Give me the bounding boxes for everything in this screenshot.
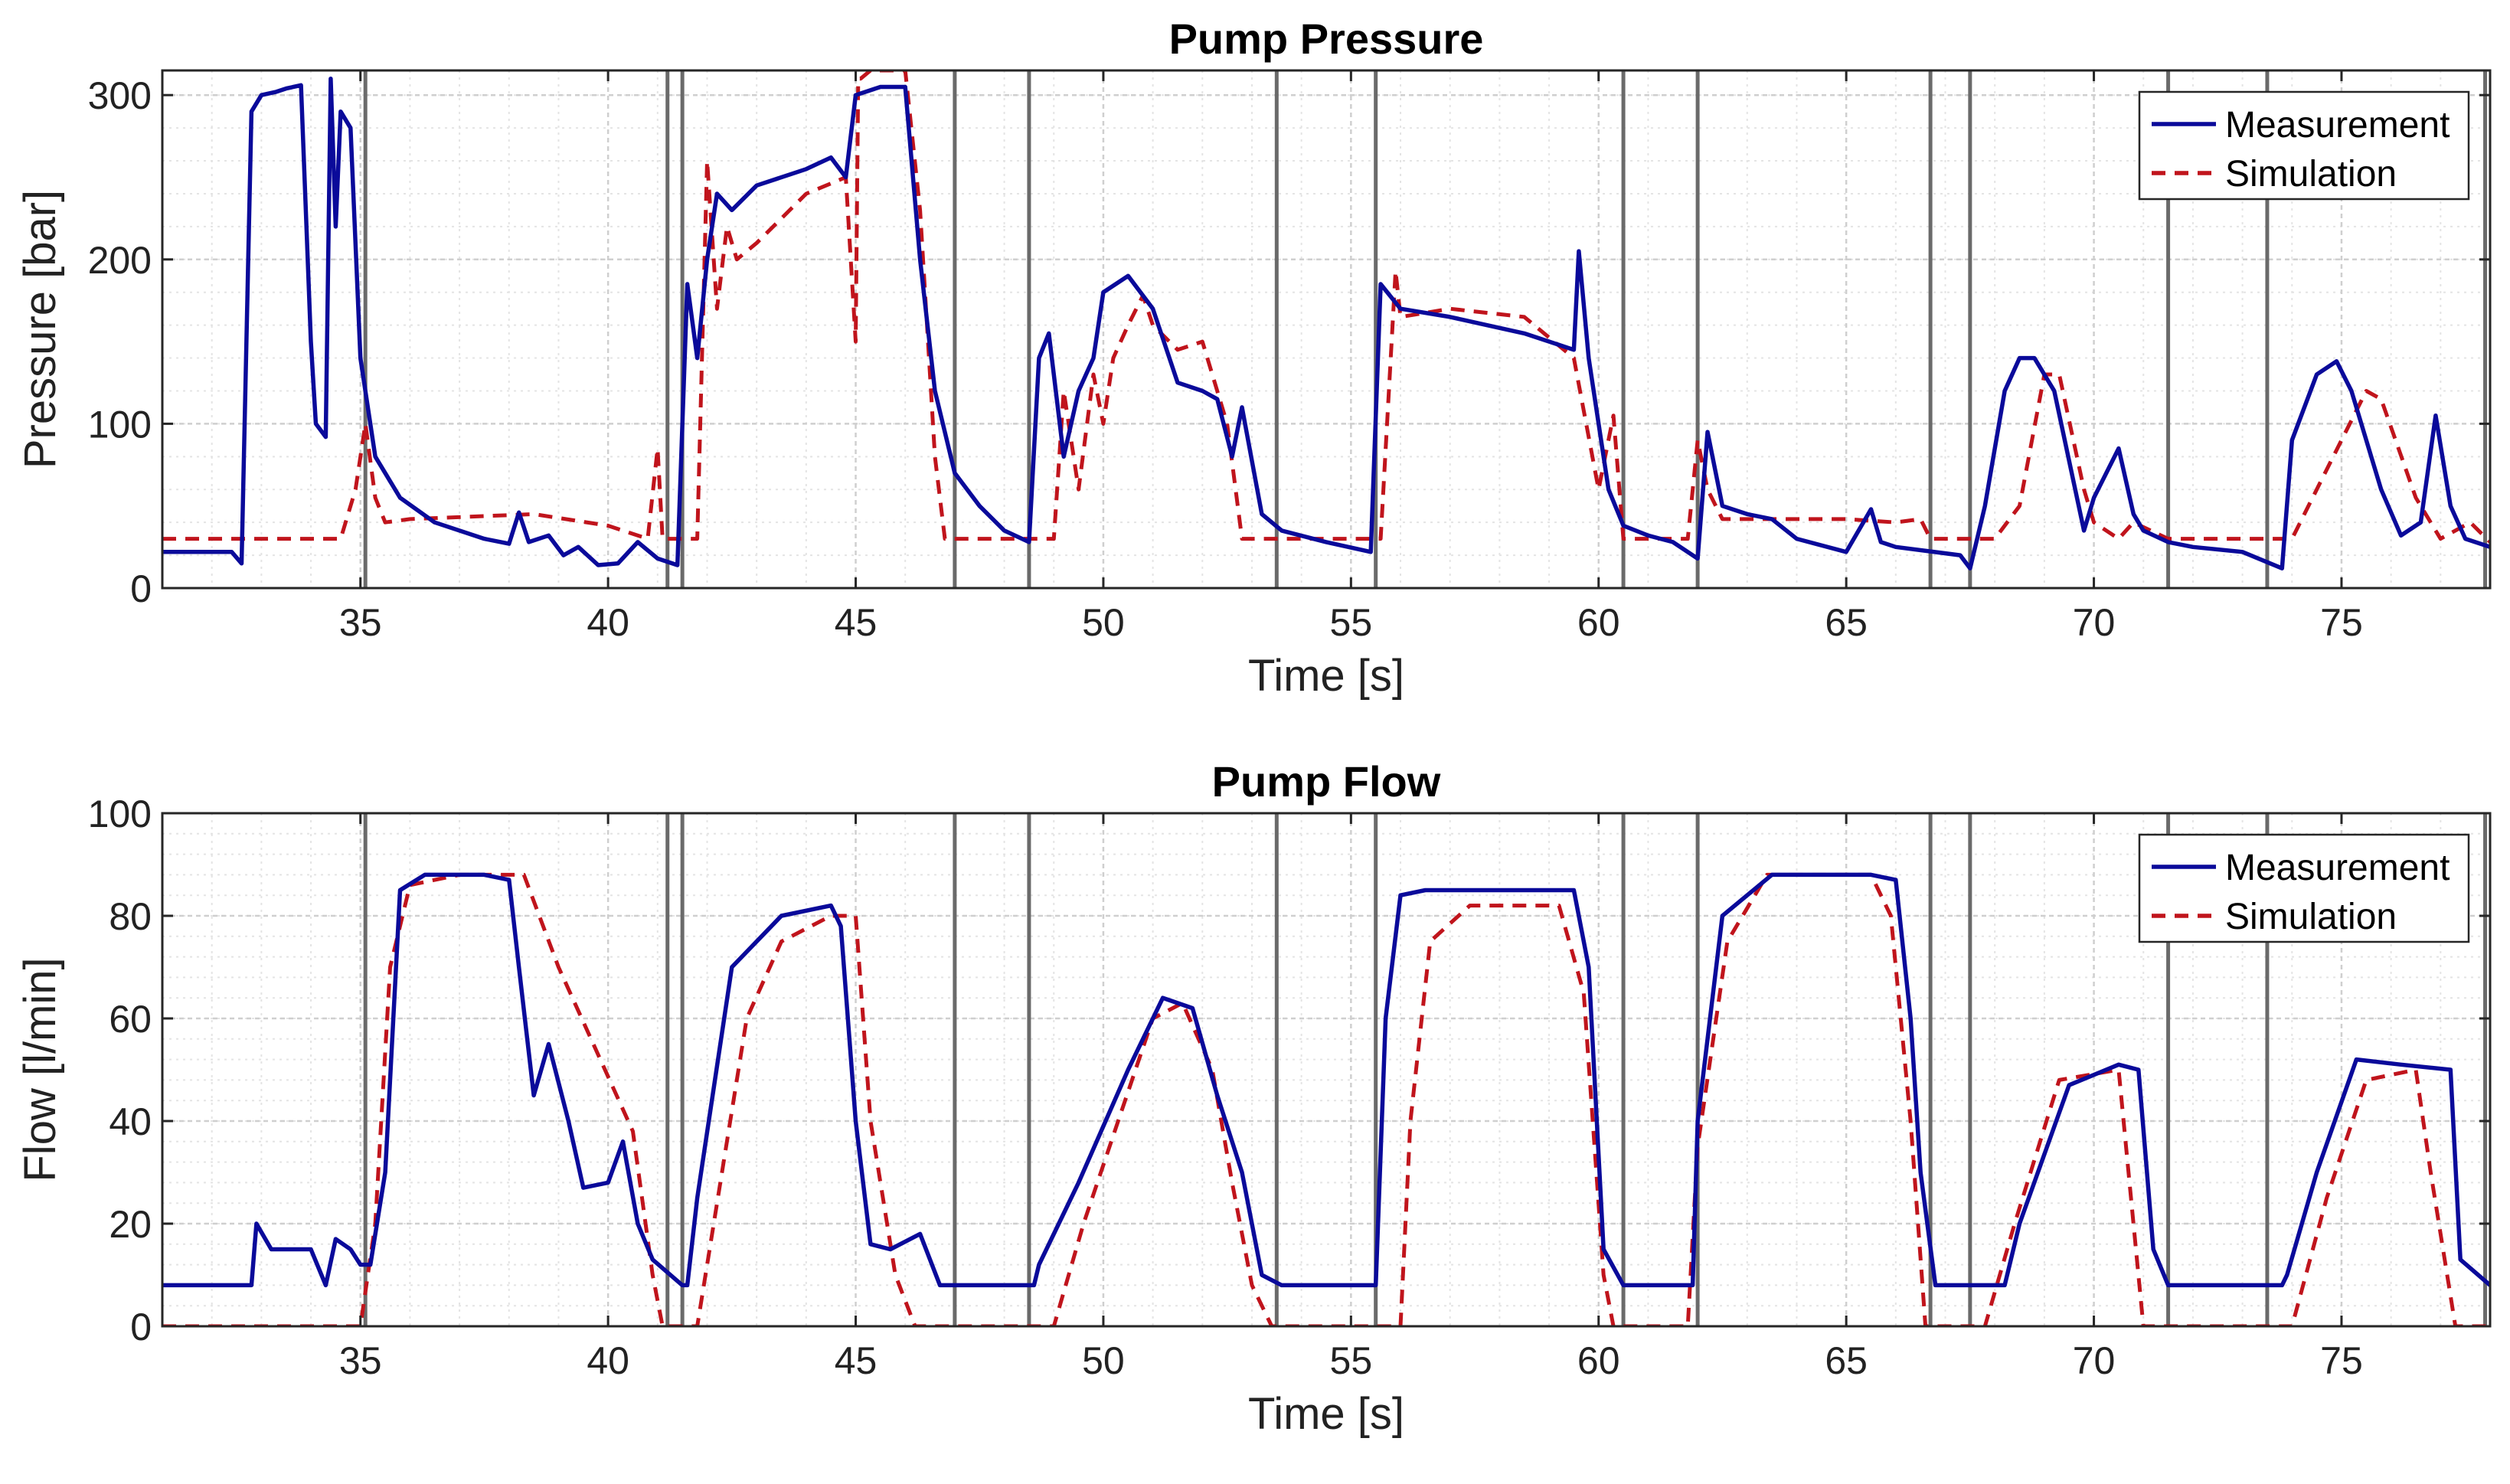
legend-label-measurement: Measurement xyxy=(2225,848,2450,888)
x-tick-label: 50 xyxy=(1082,601,1125,644)
legend-label-measurement: Measurement xyxy=(2225,105,2450,145)
y-tick-label: 60 xyxy=(109,998,152,1041)
y-tick-label: 40 xyxy=(109,1100,152,1143)
x-tick-label: 60 xyxy=(1577,601,1620,644)
pressure-legend: Measurement Simulation xyxy=(2138,90,2470,201)
x-tick-label: 35 xyxy=(339,1339,382,1382)
pressure-axes-frame xyxy=(161,69,2492,590)
flow-event-lines xyxy=(363,813,2488,1326)
x-tick-label: 40 xyxy=(587,1339,629,1382)
pressure-chart-title: Pump Pressure xyxy=(1169,15,1484,63)
y-tick-label: 200 xyxy=(88,239,152,282)
legend-box xyxy=(2138,833,2470,943)
legend-box xyxy=(2138,90,2470,201)
y-tick-label: 0 xyxy=(130,567,152,610)
x-tick-label: 35 xyxy=(339,601,382,644)
legend-label-simulation: Simulation xyxy=(2225,154,2397,194)
pressure-chart: 35 40 45 50 55 60 65 70 75 0 100 200 300 Pump Pressur… xyxy=(15,15,2492,701)
x-tick-label: 75 xyxy=(2320,601,2363,644)
flow-chart: 35 40 45 50 55 60 65 70 75 0 20 40 60 80 100 Pump Flow T… xyxy=(15,757,2492,1439)
pressure-plot-area xyxy=(162,70,2490,588)
pressure-y-axis-label: Pressure [bar] xyxy=(15,190,65,469)
y-tick-label: 100 xyxy=(88,403,152,446)
x-tick-label: 75 xyxy=(2320,1339,2363,1382)
pressure-series-measurement xyxy=(162,76,2490,570)
y-tick-label: 20 xyxy=(109,1203,152,1246)
x-tick-label: 40 xyxy=(587,601,629,644)
flow-series-measurement xyxy=(162,872,2490,1288)
x-tick-label: 70 xyxy=(2073,1339,2116,1382)
x-tick-label: 65 xyxy=(1825,601,1868,644)
x-tick-label: 55 xyxy=(1330,601,1373,644)
x-tick-label: 70 xyxy=(2073,601,2116,644)
x-tick-label: 65 xyxy=(1825,1339,1868,1382)
x-tick-label: 45 xyxy=(835,601,878,644)
x-tick-label: 60 xyxy=(1577,1339,1620,1382)
legend-label-simulation: Simulation xyxy=(2225,897,2397,937)
flow-axes-frame xyxy=(161,812,2492,1328)
y-tick-label: 0 xyxy=(130,1306,152,1348)
y-tick-label: 80 xyxy=(109,895,152,938)
flow-chart-title: Pump Flow xyxy=(1212,757,1441,806)
flow-x-axis-label: Time [s] xyxy=(1248,1389,1404,1439)
y-tick-label: 100 xyxy=(88,793,152,835)
pressure-series-simulation xyxy=(162,70,2490,544)
x-tick-label: 55 xyxy=(1330,1339,1373,1382)
flow-y-axis-label: Flow [l/min] xyxy=(15,957,65,1182)
pressure-x-axis-label: Time [s] xyxy=(1248,651,1404,701)
flow-legend: Measurement Simulation xyxy=(2138,833,2470,943)
y-tick-label: 300 xyxy=(88,74,152,117)
x-tick-label: 50 xyxy=(1082,1339,1125,1382)
x-tick-label: 45 xyxy=(835,1339,878,1382)
